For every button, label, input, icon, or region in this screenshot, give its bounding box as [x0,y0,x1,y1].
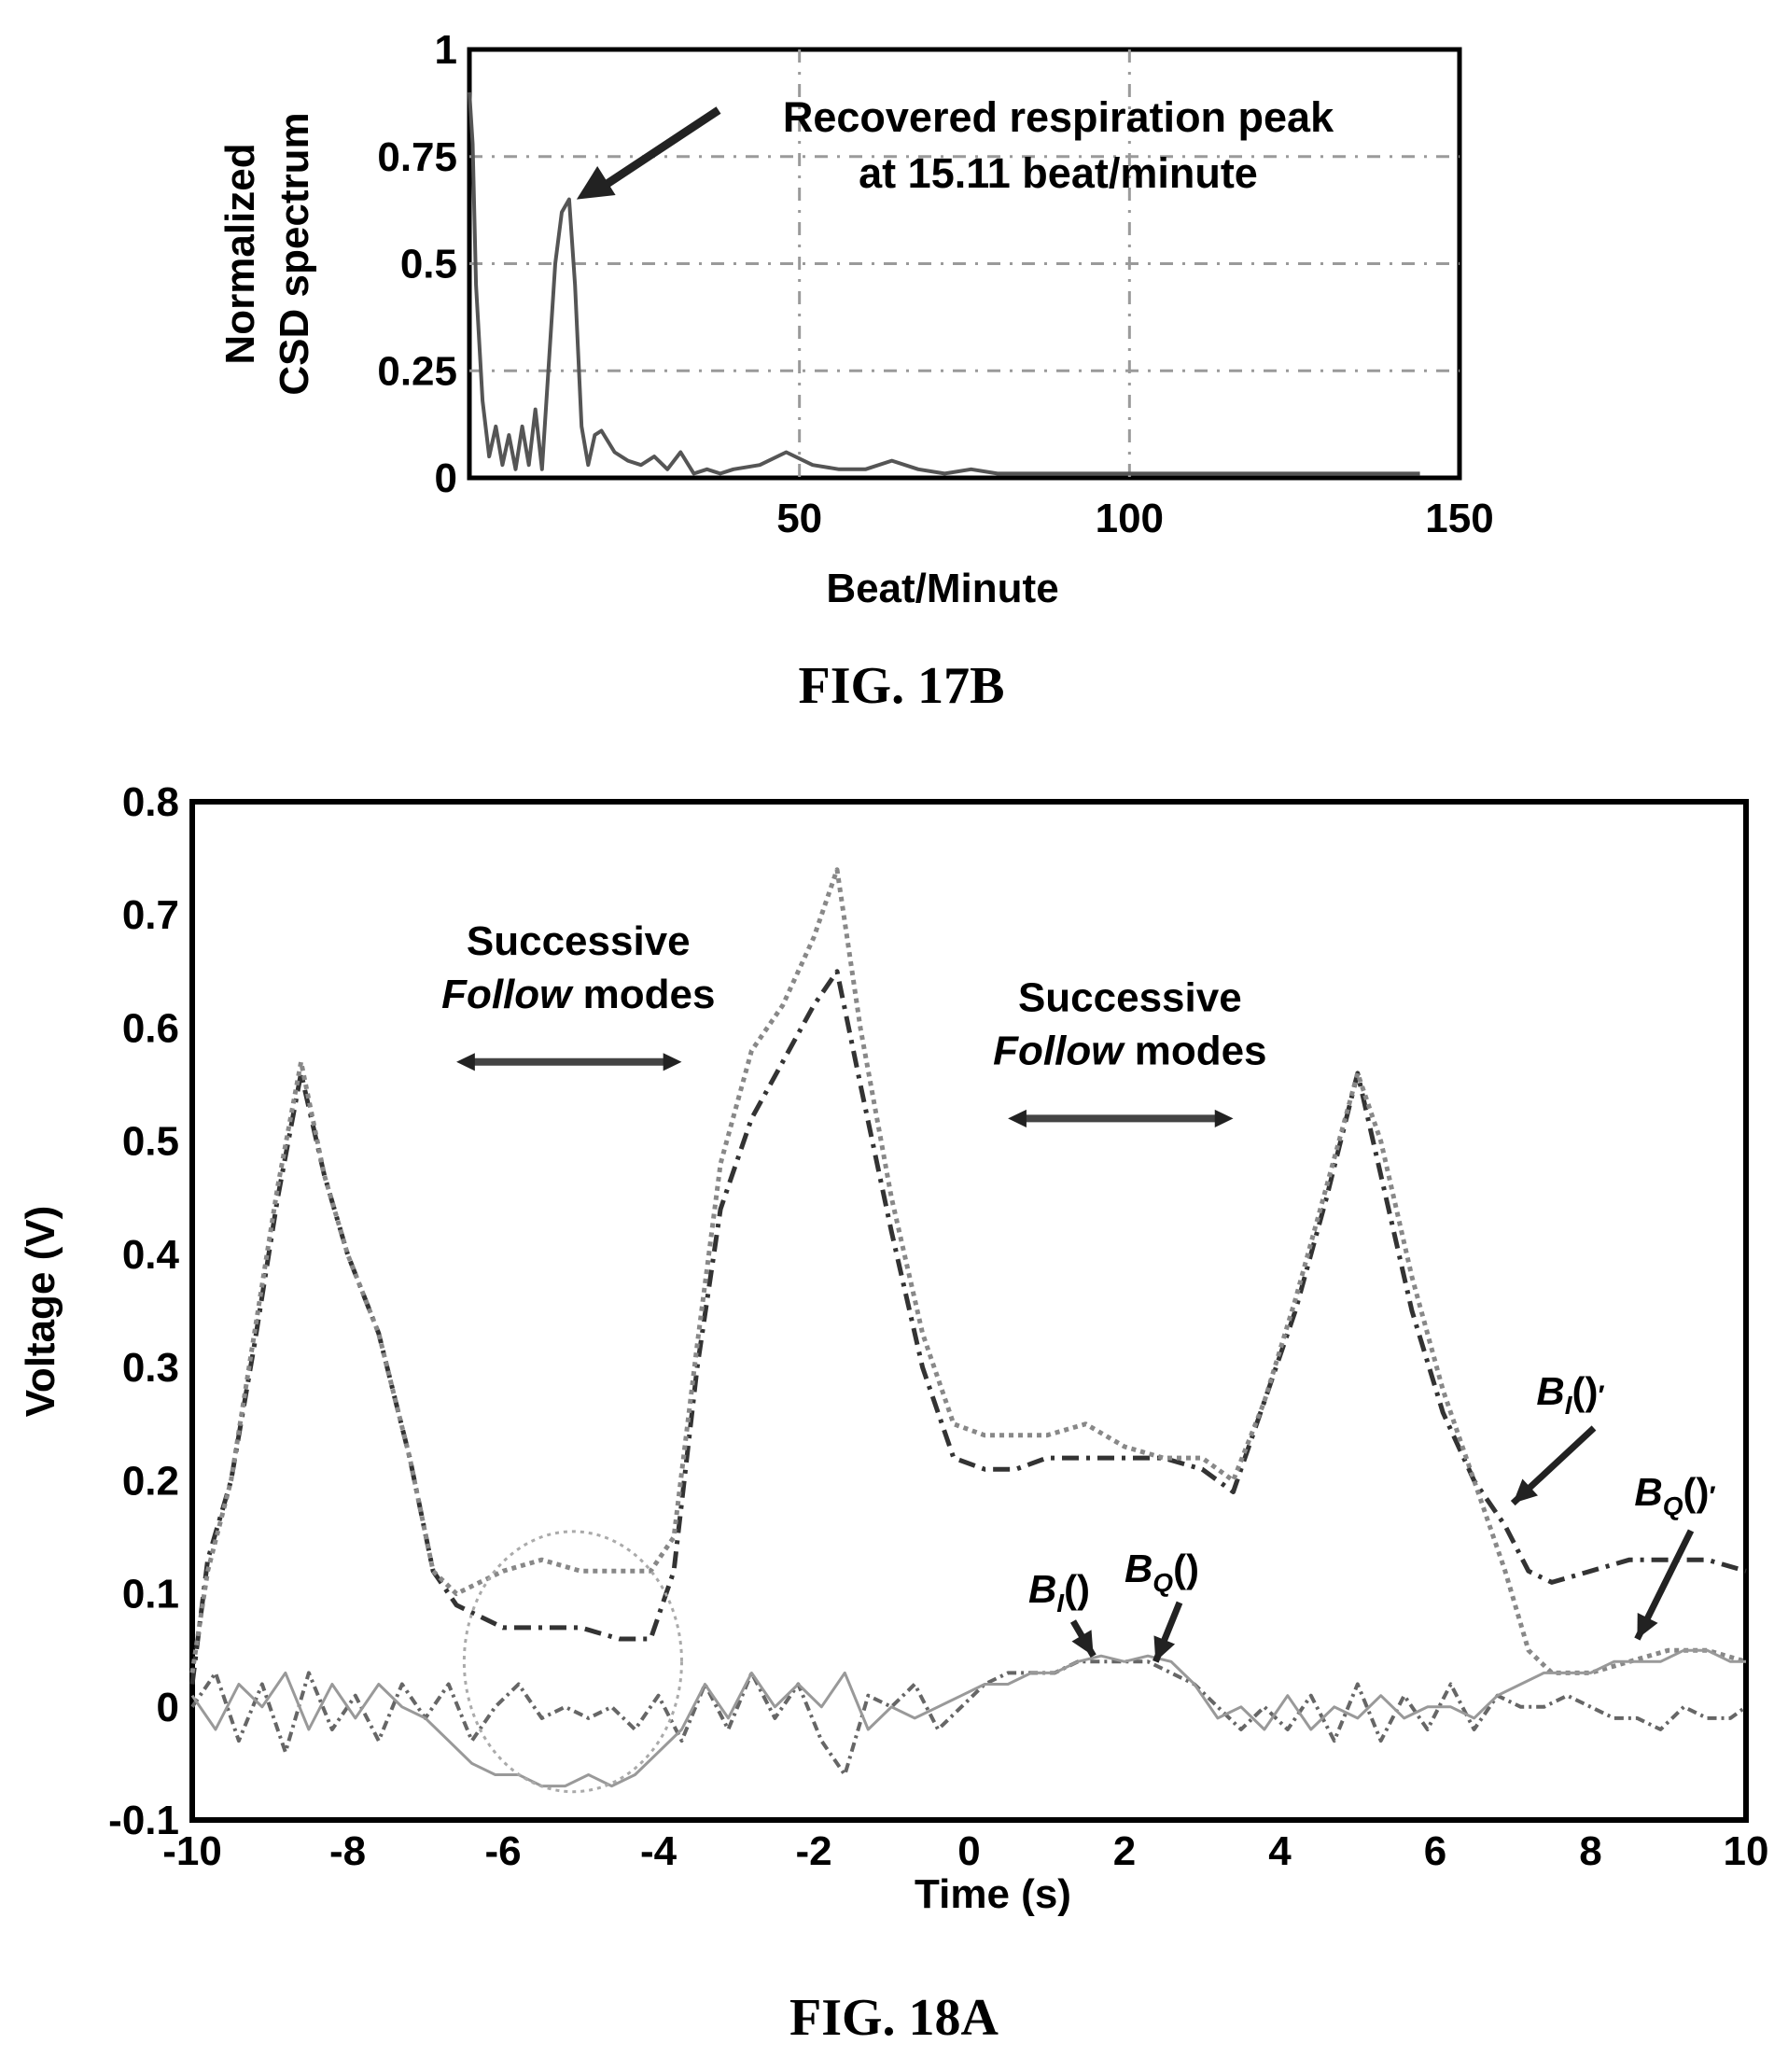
fig18a-xtick-label: 0 [957,1828,980,1874]
fig18a-caption: FIG. 18A [789,1989,999,2047]
fig17b-annotation-arrow [576,106,721,200]
fig18a-series-noise_solid [190,1648,1746,1788]
fig18a-mode-arrow-head-left [1008,1109,1027,1127]
fig17b-xlabel: Beat/Minute [826,566,1058,611]
fig18a-mode-label-line1: Successive [467,918,691,964]
fig18a-plot-frame [189,799,1749,1823]
fig18a-ytick-label: 0.4 [122,1232,180,1278]
fig17b-chart: 50 100 150 0 0.25 0.5 0.75 1 Normalized CSD spe… [217,27,1494,715]
fig18a-xtick-label: -8 [329,1828,366,1874]
fig18a-signal-label: BI() [1028,1567,1090,1617]
fig17b-series [468,91,1420,476]
fig18a-xtick-label: 10 [1724,1828,1769,1874]
fig17b-caption: FIG. 17B [799,657,1005,715]
fig17b-ytick-label: 0.75 [377,134,457,180]
fig18a-signal-label: BQ() [1124,1547,1199,1597]
fig18a-label-arrow-head [1513,1478,1539,1504]
fig18a-xtick-label: -4 [640,1828,677,1874]
fig17b-grid [469,49,1460,478]
fig18a-mode-label-line2: Follow modes [993,1028,1266,1073]
fig18a-signal-label: BI()′ [1536,1369,1604,1420]
fig18a-xlabel: Time (s) [915,1871,1071,1917]
fig18a-label-arrow-head [1153,1635,1176,1662]
fig18a-mode-arrow-head-right [663,1053,682,1071]
fig18a-tick-labels: -10 -8 -6 -4 -2 0 2 4 6 8 10 -0.1 0 0.1 0.2 0.3 0.4 0.5 0.… [108,779,1768,1874]
fig18a-signal-label: BQ()′ [1634,1470,1715,1520]
fig17b-ylabel-line1: Normalized [217,143,263,364]
fig18a-ytick-label: 0.6 [122,1005,179,1051]
fig17b-ytick-label: 0.5 [400,242,457,287]
fig18a-xtick-label: -10 [162,1828,222,1874]
fig18a-xtick-label: -6 [484,1828,521,1874]
fig17b-xtick-label: 150 [1425,496,1493,541]
fig18a-annotations: Successive Follow modes Successive Follow m… [441,918,1716,1663]
fig18a-series [189,867,1748,1794]
fig17b-xtick-label: 50 [776,496,822,541]
fig18a-ytick-label: 0.8 [122,779,179,825]
fig18a-ytick-label: 0.1 [122,1572,179,1617]
fig17b-spectrum-line [468,91,1420,476]
fig17b-annotation-line1: Recovered respiration peak [783,93,1334,141]
fig18a-chart: -10 -8 -6 -4 -2 0 2 4 6 8 10 -0.1 0 0.1 0.2 0.3 0.4 0.5 0.… [18,779,1768,2047]
fig18a-ylabel: Voltage (V) [18,1206,63,1418]
fig18a-ytick-label: 0.3 [122,1345,179,1391]
fig18a-ytick-label: 0 [157,1685,179,1730]
fig18a-xtick-label: 8 [1579,1828,1601,1874]
fig18a-xtick-label: 4 [1268,1828,1292,1874]
fig18a-xtick-label: 2 [1113,1828,1136,1874]
fig18a-xtick-label: -2 [795,1828,831,1874]
fig18a-series-dotted [189,867,1747,1675]
fig18a-xtick-label: 6 [1424,1828,1446,1874]
fig18a-ytick-label: 0.5 [122,1119,179,1165]
fig18a-ytick-label: 0.7 [122,892,179,938]
fig18a-mode-arrow-head-left [456,1053,475,1071]
fig18a-mode-arrow-head-right [1214,1109,1234,1127]
fig18a-ytick-label: -0.1 [108,1798,179,1843]
fig18a-highlight-circle [462,1530,683,1794]
fig17b-tick-labels: 50 100 150 0 0.25 0.5 0.75 1 [377,27,1493,541]
fig17b-annotation-line2: at 15.11 beat/minute [859,149,1258,197]
fig17b-ytick-label: 1 [435,27,457,73]
fig17b-arrow-shaft [591,106,721,197]
fig18a-label-arrow-head [1071,1630,1094,1657]
fig18a-ytick-label: 0.2 [122,1458,179,1504]
fig17b-xtick-label: 100 [1096,496,1164,541]
fig17b-ytick-label: 0.25 [377,348,457,394]
fig17b-ylabel-line2: CSD spectrum [272,112,317,395]
fig18a-mode-label-line2: Follow modes [441,972,715,1017]
fig18a-label-arrow-head [1637,1613,1658,1640]
fig18a-series-dashdot [189,969,1747,1685]
fig17b-arrow-head [576,166,616,200]
fig17b-ytick-label: 0 [435,455,457,501]
fig18a-mode-label-line1: Successive [1018,974,1242,1020]
